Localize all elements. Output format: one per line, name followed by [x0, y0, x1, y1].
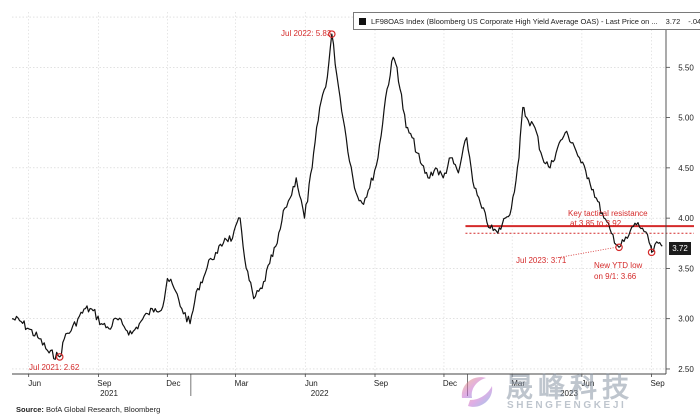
legend-last-value: 3.72: [665, 16, 681, 26]
annotation-ytd-low-line1: New YTD low: [594, 261, 643, 270]
watermark-logo-icon: [461, 377, 493, 407]
annotation-jul-2021: Jul 2021: 2.62: [29, 363, 80, 372]
series-line: [11, 33, 663, 360]
jul-2023-leader: [555, 246, 617, 259]
y-tick-label: 4.50: [678, 164, 694, 173]
watermark-text-cn: 晟峰科技: [506, 373, 634, 403]
y-tick-label: 5.50: [678, 63, 694, 72]
y-tick-label: 5.00: [678, 114, 694, 123]
x-tick-label: Dec: [166, 379, 180, 388]
annotation-resistance-line1: Key tactical resistance: [568, 209, 648, 218]
ytd-low-marker: [647, 248, 656, 257]
source-note: Source: BofA Global Research, Bloomberg: [16, 405, 160, 414]
x-tick-label: Jun: [581, 379, 594, 388]
annotation-jul-2023: Jul 2023: 3.71: [516, 256, 567, 265]
annotation-labels: Jul 2021: 2.62 Jul 2022: 5.83 Jul 2023: 3.…: [29, 29, 648, 372]
annotation-resistance-line2: at 3.85 to 3.92: [570, 219, 622, 228]
legend-change: -.04: [688, 16, 700, 26]
legend-series-label: LF98OAS Index (Bloomberg US Corporate Hi…: [371, 16, 658, 26]
y-tick-label: 3.50: [678, 264, 694, 273]
y-tick-label: 4.00: [678, 214, 694, 223]
x-year-label: 2022: [311, 389, 329, 398]
annotation-markers: [55, 30, 656, 361]
chart-grid: [12, 12, 666, 374]
annotation-ytd-low-line2: on 9/1: 3.66: [594, 272, 637, 281]
chart-axes: 2.503.003.504.004.505.005.506.00JunSepDe…: [12, 12, 694, 398]
x-tick-label: Dec: [443, 379, 457, 388]
x-year-label: 2023: [560, 389, 578, 398]
x-tick-label: Jun: [28, 379, 41, 388]
watermark: 晟峰科技 SHENGFENGKEJI: [454, 366, 694, 416]
high-2022-marker: [328, 30, 336, 38]
y-tick-label: 3.00: [678, 315, 694, 324]
x-tick-label: Mar: [511, 379, 525, 388]
source-label: Source:: [16, 405, 44, 414]
y-tick-label: 2.50: [678, 365, 694, 374]
x-tick-label: Jun: [305, 379, 318, 388]
annotation-jul-2022: Jul 2022: 5.83: [281, 29, 332, 38]
last-price-tag: 3.72: [669, 242, 691, 255]
resistance-band: [465, 225, 694, 234]
source-text: BofA Global Research, Bloomberg: [46, 405, 161, 414]
x-tick-label: Sep: [650, 379, 665, 388]
x-tick-label: Mar: [235, 379, 249, 388]
x-tick-label: Sep: [97, 379, 112, 388]
legend: LF98OAS Index (Bloomberg US Corporate Hi…: [353, 12, 700, 30]
x-tick-label: Sep: [374, 379, 389, 388]
low-2021-marker: [55, 353, 64, 361]
watermark-text-en: SHENGFENGKEJI: [507, 400, 627, 411]
legend-swatch: [359, 17, 366, 25]
series-layer: [11, 33, 663, 360]
x-year-label: 2021: [100, 389, 118, 398]
